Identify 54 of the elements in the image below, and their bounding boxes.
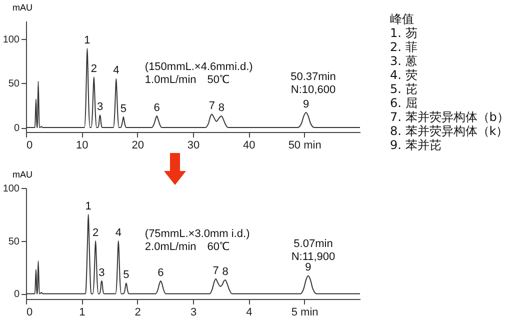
annotation: 3 (98, 267, 105, 280)
x-tick-label: 50 min (288, 140, 322, 152)
annotation: 1 (84, 34, 90, 47)
annotation: 4 (115, 226, 122, 239)
annotation: 5 (123, 269, 130, 282)
y-tick-label: 0 (14, 289, 20, 300)
annotation: 7 (208, 100, 215, 112)
annotation: 6 (158, 267, 164, 280)
x-tick-label: 1 (79, 306, 86, 318)
annotation: 6 (154, 102, 160, 114)
text: 9. 苯并芘 (390, 138, 442, 152)
x-tick-label: 5 min (291, 306, 318, 318)
x-tick-label: 4 (246, 306, 252, 318)
text: 6. 屈 (390, 96, 418, 110)
text: 7. 苯并荧异构体（b） (390, 110, 509, 124)
annotation: 5.07min N:11,900 (291, 238, 336, 263)
y-tick-label: 0 (14, 123, 20, 134)
annotation: 7 (212, 264, 219, 277)
annotation: 2 (90, 62, 97, 75)
x-tick-label: 0 (26, 140, 33, 152)
y-tick-label: 100 (2, 34, 20, 46)
line-series (26, 214, 360, 294)
x-tick-label: 3 (190, 306, 197, 318)
x-tick-label: 20 (132, 140, 144, 152)
text: 2. 菲 (390, 40, 418, 54)
annotation: 3 (96, 101, 104, 114)
annotation: 5 (120, 102, 126, 115)
annotation: 9 (302, 98, 310, 110)
annotation: 2 (92, 226, 99, 239)
y-axis-title: mAU (12, 2, 32, 12)
x-tick-label: 10 (76, 140, 88, 152)
y-tick-label: 50 (8, 78, 20, 90)
text: 8. 苯并荧异构体（k） (390, 124, 509, 138)
text: 峰值 (390, 12, 415, 26)
annotation: 8 (222, 266, 228, 278)
annotation: 4 (113, 64, 120, 77)
text: 5. 芘 (390, 82, 418, 96)
text: 3. 蒽 (390, 54, 418, 68)
y-axis-title: mAU (12, 170, 32, 180)
x-tick-label: 40 (243, 140, 256, 152)
annotation: (150mmL.×4.6mmi.d.) 1.0mL/min 50℃ (144, 60, 253, 86)
annotation: 50.37min N:10,600 (290, 70, 336, 96)
text: 4. 荧 (390, 68, 418, 82)
annotation: 1 (85, 200, 92, 212)
annotation: 8 (218, 102, 224, 114)
annotation: 9 (305, 262, 312, 274)
x-tick-label: 2 (134, 306, 141, 318)
y-tick-label: 100 (2, 184, 20, 194)
line-series (26, 48, 360, 128)
y-tick-label: 50 (8, 236, 20, 248)
text: 1. 芴 (390, 26, 418, 40)
x-tick-label: 0 (26, 306, 33, 318)
annotation: (75mmL.×3.0mm i.d.) 2.0mL/min 60℃ (144, 228, 250, 253)
x-tick-label: 30 (187, 140, 200, 152)
